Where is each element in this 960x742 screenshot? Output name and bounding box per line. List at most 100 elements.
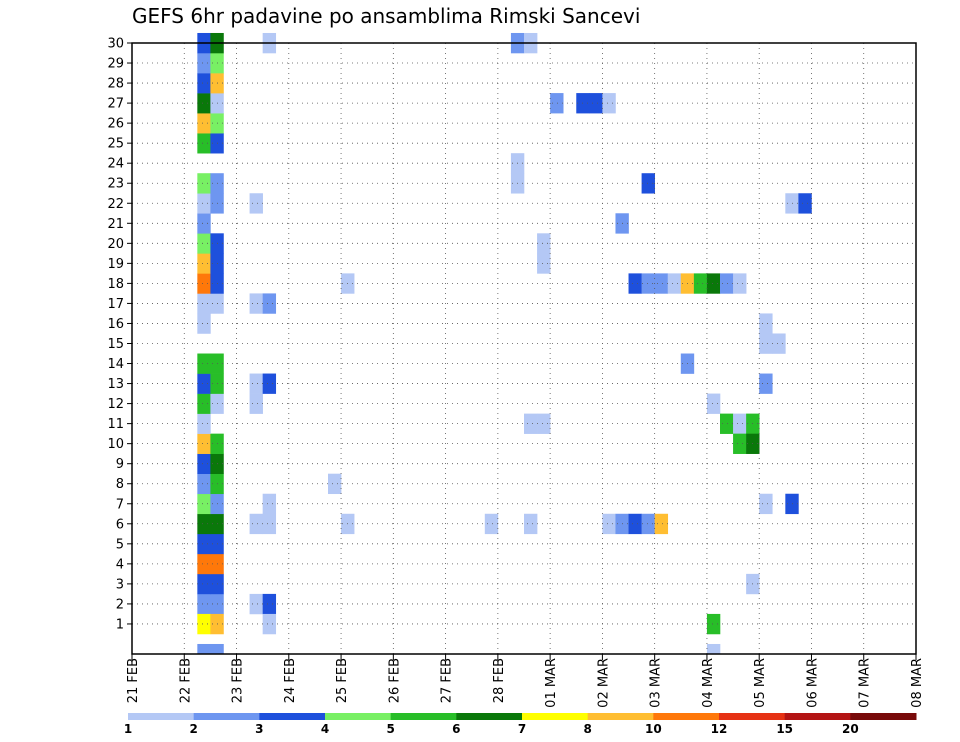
legend-label: 20 [842,722,859,736]
heatmap-cell [197,193,211,214]
legend-swatch [850,713,917,720]
heatmap-cell [197,233,211,254]
grid-lines [132,42,916,654]
y-tick-label: 29 [107,57,124,72]
y-tick-label: 19 [107,257,124,272]
x-tick-label: 03 MAR [649,658,664,708]
x-tick-label: 04 MAR [701,658,716,708]
heatmap-cell [197,473,211,495]
heatmap-cell [720,273,734,294]
heatmap-cell [197,493,211,515]
legend-label: 10 [645,722,662,736]
legend-swatch [259,713,326,720]
x-tick-label: 21 FEB [126,658,141,703]
x-tick-label: 07 MAR [858,658,873,708]
heatmap-cell [537,233,551,254]
heatmap-cell [654,273,669,294]
heatmap-cell [197,413,211,434]
legend-swatch [325,713,392,720]
plot-frame [131,42,917,655]
heatmap-cell [197,93,211,114]
y-tick-label: 18 [107,277,124,292]
heatmap-cell [197,373,211,394]
y-tick-label: 27 [107,97,124,112]
legend-swatch [390,713,457,720]
heatmap-cell [589,93,603,114]
x-tick-label: 02 MAR [596,658,611,708]
y-tick-label: 15 [107,337,124,352]
x-tick-label: 01 MAR [544,658,559,708]
x-axis: 21 FEB 22 FEB 23 FEB 24 FEB 25 FEB 26 FEB 27 F… [126,654,925,708]
legend-label: 12 [711,722,728,736]
heatmap-cell [759,373,773,394]
heatmap-cell [262,293,277,314]
y-tick-label: 9 [116,457,124,472]
y-tick-label: 13 [107,377,124,392]
heatmap-cell [197,643,211,655]
heatmap-cell [197,613,211,635]
heatmap-cell [641,273,655,294]
heatmap-cell [197,593,211,615]
y-tick-label: 6 [116,517,124,532]
y-tick-label: 4 [116,557,124,572]
legend-label: 5 [386,722,394,736]
legend-swatch [653,713,720,720]
y-tick-label: 24 [107,157,124,172]
heatmap-cells [197,32,812,655]
heatmap-cell [197,213,211,234]
y-tick-label: 12 [107,397,124,412]
legend-label: 6 [452,722,460,736]
x-tick-label: 05 MAR [753,658,768,708]
y-axis: 1234567891011121314151617181920212223242… [107,37,132,632]
heatmap-cell [798,193,812,214]
x-tick-label: 24 FEB [283,658,298,703]
heatmap-cell [249,393,263,414]
heatmap-cell [641,173,655,194]
heatmap-cell [667,273,682,294]
y-tick-label: 23 [107,177,124,192]
heatmap-cell [537,413,551,434]
y-tick-label: 7 [116,497,124,512]
heatmap-cell [262,493,277,515]
heatmap-cell [628,513,642,535]
x-tick-label: 06 MAR [805,658,820,708]
heatmap-cell [524,413,538,434]
heatmap-cell [537,253,551,274]
y-tick-label: 21 [107,217,124,232]
heatmap-cell [706,273,721,294]
legend-label: 4 [321,722,329,736]
color-legend: 1 2 3 4 5 6 7 8 10 12 15 20 [124,713,917,736]
heatmap-cell [197,133,211,154]
legend-label: 2 [189,722,197,736]
legend-swatch [784,713,851,720]
legend-swatch [522,713,589,720]
heatmap-cell [628,273,642,294]
x-tick-label: 23 FEB [231,658,246,703]
y-tick-label: 22 [107,197,124,212]
heatmap-cell [693,273,708,294]
heatmap-cell [197,553,211,575]
legend-label: 7 [518,722,526,736]
heatmap-cell [262,373,277,394]
heatmap-cell [262,613,277,635]
heatmap-cell [759,313,773,334]
heatmap-cell [550,93,564,114]
heatmap-cell [197,113,211,134]
y-tick-label: 16 [107,317,124,332]
heatmap-cell [641,513,655,535]
y-tick-label: 3 [116,577,124,592]
heatmap-cell [197,173,211,194]
heatmap-cell [197,353,211,374]
heatmap-cell [197,453,211,474]
heatmap-cell [733,433,747,454]
y-tick-label: 17 [107,297,124,312]
y-tick-label: 20 [107,237,124,252]
heatmap-cell [720,413,734,434]
heatmap-cell [197,533,211,555]
y-tick-label: 30 [107,37,124,52]
y-tick-label: 10 [107,437,124,452]
y-tick-label: 26 [107,117,124,132]
legend-label: 15 [776,722,793,736]
heatmap-cell [197,313,211,334]
